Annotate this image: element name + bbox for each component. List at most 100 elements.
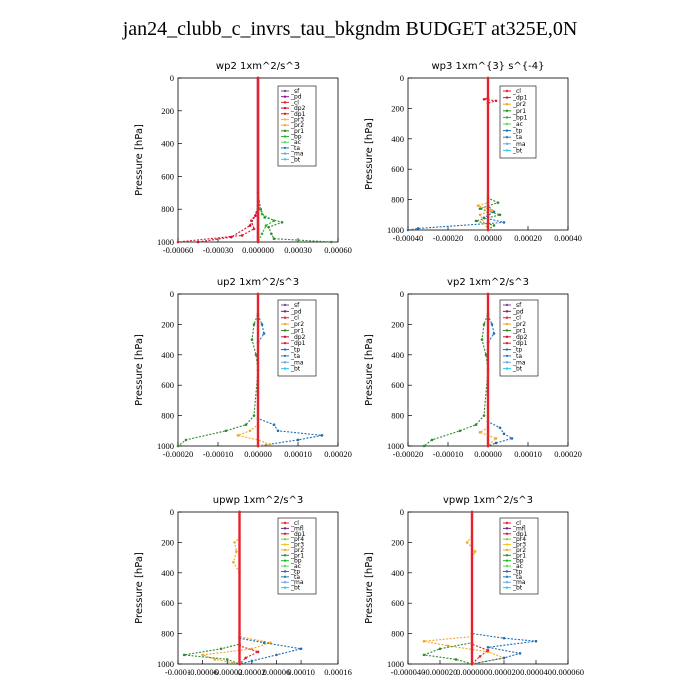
legend-label: _mfl [512, 525, 526, 532]
y-tick-label: 200 [391, 319, 404, 329]
chart-title: up2 1xm^2/s^3 [217, 277, 299, 288]
legend-marker [505, 367, 509, 370]
legend-marker [283, 559, 287, 562]
data-point-bp [260, 212, 264, 216]
x-tick-label: 0.00006 [263, 667, 291, 677]
data-point-pr1 [498, 213, 502, 217]
legend-label: _pr2 [290, 321, 304, 328]
data-point-pr2 [476, 204, 480, 207]
legend-label: _ta [290, 145, 300, 152]
data-point-pr2 [473, 550, 477, 553]
data-point-tp [262, 332, 266, 335]
legend-marker [283, 586, 287, 589]
x-tick-label: -0.00002 [212, 667, 242, 677]
legend-label: _ma [290, 579, 304, 586]
legend-marker [283, 322, 287, 326]
data-point-tp [275, 653, 278, 657]
data-point-pr1 [478, 207, 482, 211]
data-point-cl [256, 292, 260, 296]
legend-label: _ac [512, 121, 523, 128]
data-point-pr2 [268, 443, 272, 446]
legend: _sf_pd_cl_pr2_pr1_dp2_dp1_tp_ta_ma_bt [277, 299, 317, 377]
data-point-tp [296, 438, 300, 442]
y-tick-label: 600 [161, 598, 174, 608]
legend-marker [283, 135, 287, 138]
y-tick-label: 0 [170, 507, 174, 517]
y-axis-label: Pressure [hPa] [134, 334, 145, 406]
legend-marker [283, 112, 287, 115]
data-point-pr2 [236, 434, 240, 437]
data-point-tp [502, 432, 506, 436]
legend-marker [283, 129, 287, 133]
legend-label: _pr3 [290, 542, 304, 549]
data-point-tp [486, 645, 490, 649]
y-tick-label: 0 [400, 73, 404, 83]
x-tick-label: 0.00060 [324, 245, 352, 255]
legend-label: _ta [512, 574, 522, 581]
x-tick-label: 0.00020 [554, 449, 582, 459]
page-title: jan24_clubb_c_invrs_tau_bkgndm BUDGET at… [122, 18, 578, 40]
data-point-tp [502, 221, 506, 224]
data-point-dp1 [494, 99, 498, 103]
y-tick-label: 1000 [387, 225, 404, 235]
data-point-pr1 [458, 429, 462, 433]
series-line-pr2 [476, 78, 494, 231]
data-point-bp [264, 224, 268, 227]
legend-marker [505, 354, 509, 358]
legend-marker [283, 158, 287, 161]
legend-marker [505, 548, 509, 552]
data-point-dp2 [254, 214, 257, 218]
legend-label: _cl [512, 315, 521, 322]
data-point-pr2 [490, 208, 494, 212]
legend-marker [283, 564, 287, 568]
legend-label: _ta [290, 574, 300, 581]
y-tick-label: 400 [391, 350, 404, 360]
legend-marker [505, 581, 509, 584]
series-line-pr1 [177, 294, 259, 447]
data-point-pr1 [270, 232, 273, 236]
data-point-pr2 [232, 560, 235, 564]
legend-marker [505, 136, 509, 139]
data-point-tp [406, 228, 410, 232]
chart-panel-1: wp2 1xm^2/s^3 Pressure [hPa] 0 200 400 600 800… [134, 61, 352, 255]
legend-marker [505, 322, 509, 326]
data-point-dp1 [478, 655, 482, 658]
y-tick-label: 1000 [387, 441, 404, 451]
y-tick-label: 800 [391, 195, 404, 205]
legend-marker [505, 341, 509, 345]
data-point-pr1 [280, 221, 284, 224]
x-tick-label: -0.000040 [391, 667, 426, 677]
y-tick-label: 0 [400, 507, 404, 517]
legend-label: _pd [512, 308, 524, 315]
data-point-pr2 [446, 644, 450, 648]
series-line-pr2 [236, 294, 271, 447]
legend-marker [505, 149, 509, 152]
data-point-tp [494, 441, 498, 445]
x-tick-label: 0.00020 [324, 449, 352, 459]
data-point-pr1 [422, 653, 426, 657]
data-point-tp [492, 210, 496, 214]
y-tick-label: 1000 [157, 659, 174, 669]
data-point-tp [490, 323, 494, 326]
x-tick-label: 0.00010 [287, 667, 315, 677]
legend-marker [283, 89, 287, 93]
legend-marker [505, 527, 509, 530]
data-point-pr1 [176, 444, 180, 448]
data-point-tp [416, 227, 420, 230]
series-line-pr1 [423, 512, 473, 665]
x-tick-label: -0.00040 [393, 233, 423, 243]
legend-marker [505, 103, 509, 106]
y-tick-label: 0 [170, 73, 174, 83]
y-tick-label: 600 [391, 380, 404, 390]
x-tick-label: 0.00016 [324, 667, 352, 677]
legend-label: _bp [290, 134, 302, 141]
legend-label: _bt [290, 585, 301, 592]
y-tick-label: 200 [161, 106, 174, 116]
plot-frame [177, 511, 339, 665]
data-point-bp [260, 232, 264, 236]
x-tick-label: -0.0001 [165, 667, 191, 677]
y-tick-label: 0 [170, 289, 174, 299]
data-point-dp2 [248, 224, 252, 227]
legend-label: _ma [512, 141, 526, 148]
